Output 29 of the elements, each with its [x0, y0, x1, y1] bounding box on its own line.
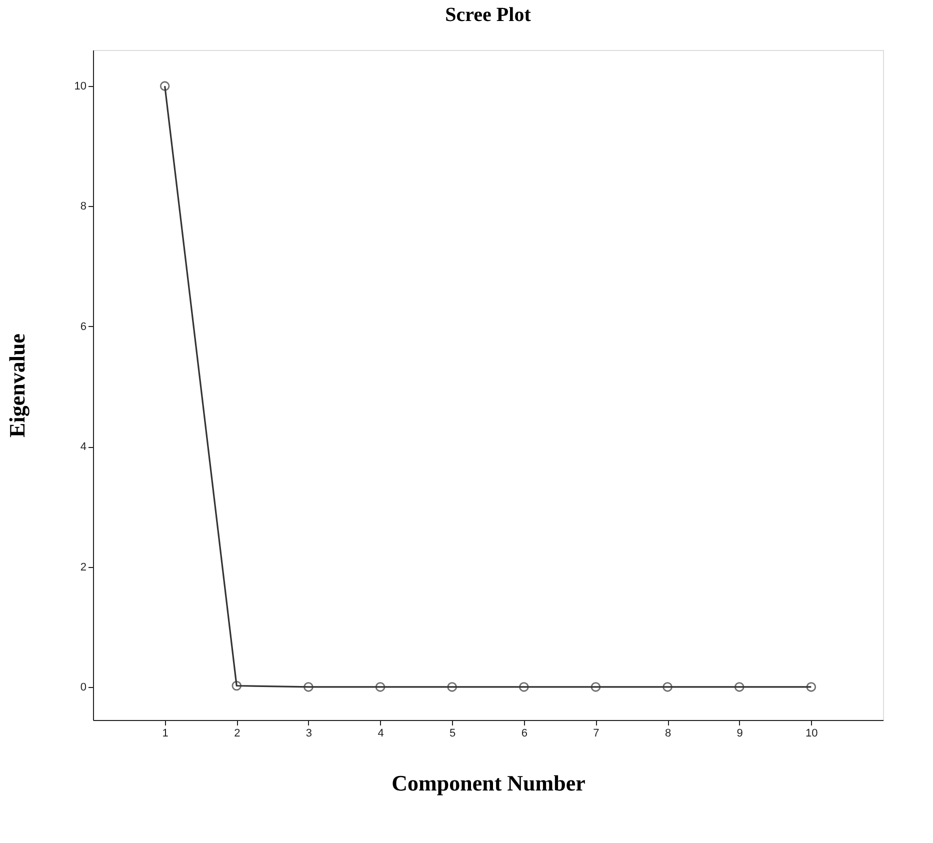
point [806, 682, 816, 692]
point [232, 680, 242, 691]
point [662, 682, 672, 692]
y-tick-label: 6 [80, 320, 86, 333]
x-tick-label: 1 [162, 728, 168, 740]
x-tick-label: 7 [593, 728, 600, 740]
x-tick-label: 8 [664, 728, 672, 740]
point [447, 682, 457, 692]
x-tick-label: 6 [521, 728, 528, 740]
y-tick-label: 4 [80, 441, 86, 454]
point [734, 682, 744, 692]
x-tick-label: 4 [378, 728, 384, 740]
x-tick-label: 3 [306, 728, 312, 740]
point [160, 81, 170, 91]
x-tick-label: 10 [806, 728, 818, 740]
y-tick-label: 10 [74, 80, 86, 93]
y-axis-title: Eigenvalue [4, 333, 30, 438]
x-tick-label: 5 [450, 728, 456, 740]
x-axis-title: Component Number [392, 770, 586, 796]
y-tick-label: 0 [80, 681, 86, 694]
x-tick-label: 9 [736, 728, 743, 740]
point [519, 682, 529, 692]
point [590, 682, 601, 692]
point [375, 682, 386, 692]
x-tick-label: 2 [234, 728, 240, 740]
point [304, 682, 314, 692]
y-tick-label: 2 [80, 561, 86, 574]
y-tick-label: 8 [80, 200, 86, 213]
chart-title: Scree Plot [445, 4, 532, 26]
